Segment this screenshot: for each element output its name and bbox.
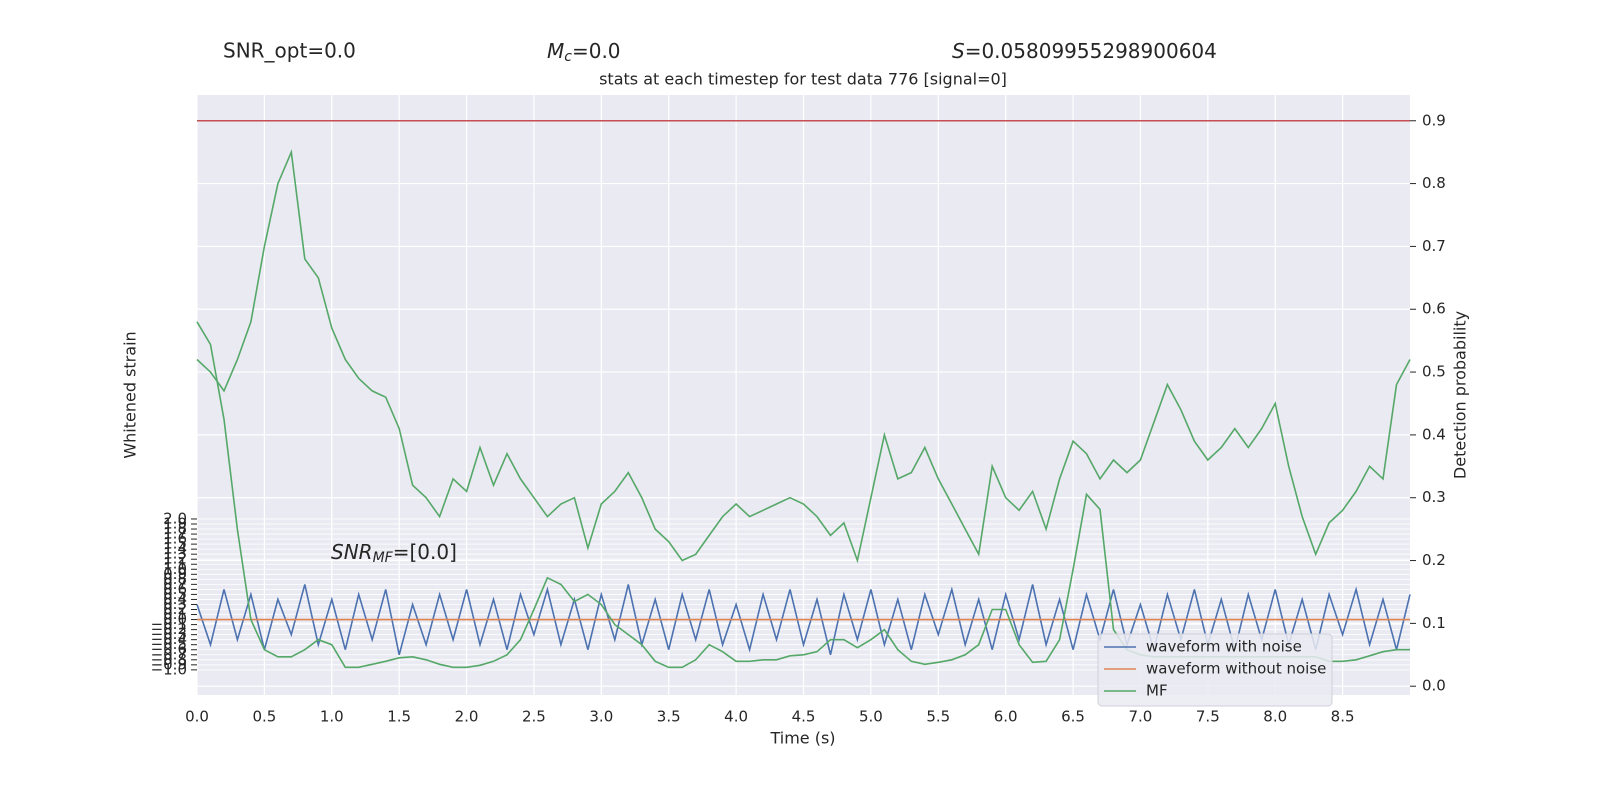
x-tick-label: 5.0 xyxy=(859,708,883,726)
y2-tick-label: 0.3 xyxy=(1422,488,1446,506)
y-tick-label: −1.0 xyxy=(151,660,187,678)
y2-tick-label: 0.8 xyxy=(1422,174,1446,192)
x-tick-label: 1.0 xyxy=(320,708,344,726)
y2-tick-label: 0.1 xyxy=(1422,614,1446,632)
y-tick-label: 1.3 xyxy=(163,545,187,563)
y-tick-label: 1.0 xyxy=(163,560,187,578)
y-tick-label: 1.4 xyxy=(163,540,187,558)
annotation-text: =0.0 xyxy=(572,39,621,63)
y2-tick-label: 0.9 xyxy=(1422,111,1446,129)
x-tick-label: 1.5 xyxy=(387,708,411,726)
y-tick-label: 1.2 xyxy=(163,550,187,568)
legend-label: MF xyxy=(1146,682,1168,700)
y-tick-label: 0.8 xyxy=(163,570,187,588)
x-tick-label: 8.5 xyxy=(1331,708,1355,726)
annotation-symbol: S xyxy=(952,39,965,63)
annotation-subscript: MF xyxy=(373,550,394,566)
y-tick-label: −0.7 xyxy=(151,645,187,663)
y-tick-label: 0.6 xyxy=(163,580,187,598)
x-tick-label: 3.5 xyxy=(657,708,681,726)
y-axis-label: Whitened strain xyxy=(121,331,140,458)
x-tick-label: 2.0 xyxy=(455,708,479,726)
y-tick-label: 0.1 xyxy=(163,605,187,623)
legend-label: waveform without noise xyxy=(1146,660,1326,678)
y-tick-label: −0.5 xyxy=(151,635,187,653)
y2-tick-label: 0.6 xyxy=(1422,300,1446,318)
x-tick-label: 8.0 xyxy=(1263,708,1287,726)
y2-tick-label: 0.4 xyxy=(1422,425,1446,443)
y-tick-label: 0.2 xyxy=(163,600,187,618)
y-tick-label: −0.6 xyxy=(151,640,187,658)
x-tick-label: 2.5 xyxy=(522,708,546,726)
annotation-symbol: SNR xyxy=(331,540,373,564)
annotation: SNR_opt=0.0 xyxy=(223,39,356,63)
annotation-symbol: M xyxy=(547,39,564,63)
x-tick-label: 4.0 xyxy=(724,708,748,726)
x-tick-label: 0.0 xyxy=(185,708,209,726)
y-tick-label: −0.2 xyxy=(151,620,187,638)
y2-axis-label: Detection probability xyxy=(1451,311,1470,479)
chart-title: stats at each timestep for test data 776… xyxy=(599,70,1007,89)
y-tick-label: −0.4 xyxy=(151,630,187,648)
y2-tick-label: 0.5 xyxy=(1422,363,1446,381)
annotation-text: =[0.0] xyxy=(393,540,457,564)
x-tick-label: 0.5 xyxy=(252,708,276,726)
y-tick-label: 2.0 xyxy=(163,509,187,527)
y-tick-label: −0.9 xyxy=(151,655,187,673)
y2-tick-label: 0.7 xyxy=(1422,237,1446,255)
legend-box xyxy=(1097,633,1333,707)
x-tick-label: 4.5 xyxy=(792,708,816,726)
y-tick-label: 1.9 xyxy=(163,515,187,533)
annotation: S=0.05809955298900604 xyxy=(952,39,1217,63)
annotation-text: =0.05809955298900604 xyxy=(965,39,1217,63)
y-tick-label: 0.3 xyxy=(163,595,187,613)
y-tick-label: −0.8 xyxy=(151,650,187,668)
y-tick-label: 0.4 xyxy=(163,590,187,608)
x-tick-label: 7.5 xyxy=(1196,708,1220,726)
y-tick-label: 0.0 xyxy=(163,610,187,628)
inner-annotation: SNRMF=[0.0] xyxy=(331,540,457,567)
x-tick-label: 7.0 xyxy=(1129,708,1153,726)
legend-label: waveform with noise xyxy=(1146,638,1302,656)
x-tick-label: 3.0 xyxy=(589,708,613,726)
y-tick-label: 0.5 xyxy=(163,585,187,603)
annotation: Mc=0.0 xyxy=(547,39,621,66)
series-line xyxy=(196,149,1411,564)
x-axis-label: Time (s) xyxy=(769,729,835,748)
y-tick-label: 0.9 xyxy=(163,565,187,583)
x-tick-label: 6.5 xyxy=(1061,708,1085,726)
x-tick-label: 6.0 xyxy=(994,708,1018,726)
y-tick-label: −0.3 xyxy=(151,625,187,643)
annotation-subscript: c xyxy=(564,49,572,65)
y-tick-label: 1.6 xyxy=(163,530,187,548)
y2-tick-label: 0.0 xyxy=(1422,677,1446,695)
y-tick-label: 1.7 xyxy=(163,525,187,543)
y-tick-label: 1.1 xyxy=(163,555,187,573)
y2-tick-label: 0.2 xyxy=(1422,551,1446,569)
y-tick-label: 0.7 xyxy=(163,575,187,593)
x-tick-label: 5.5 xyxy=(926,708,950,726)
y-tick-label: 1.8 xyxy=(163,520,187,538)
y-tick-label: −0.1 xyxy=(151,615,187,633)
y-tick-label: 1.5 xyxy=(163,535,187,553)
